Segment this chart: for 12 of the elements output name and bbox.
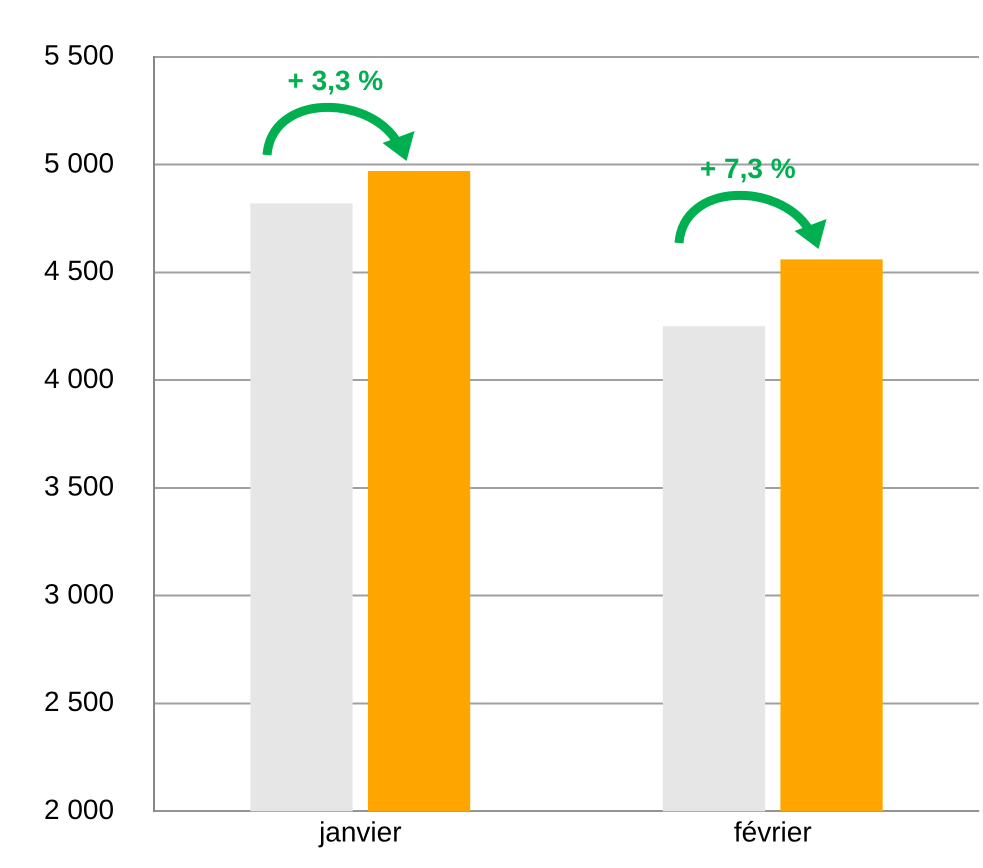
y-tick-label: 4 500 [44,255,114,286]
y-tick-label: 2 000 [44,794,114,825]
y-tick-label: 2 500 [44,686,114,718]
y-tick-label: 3 500 [44,470,114,502]
y-tick-label: 4 000 [44,362,114,394]
y-tick-label: 5 500 [44,40,114,71]
annotation: + 3,3 % [287,64,384,96]
y-tick-label: 3 000 [44,578,114,610]
annotation: + 7,3 % [700,153,796,184]
x-tick-label: février [734,816,812,848]
y-tick-label: 5 000 [44,147,114,178]
x-tick-label: janvier [318,816,402,848]
